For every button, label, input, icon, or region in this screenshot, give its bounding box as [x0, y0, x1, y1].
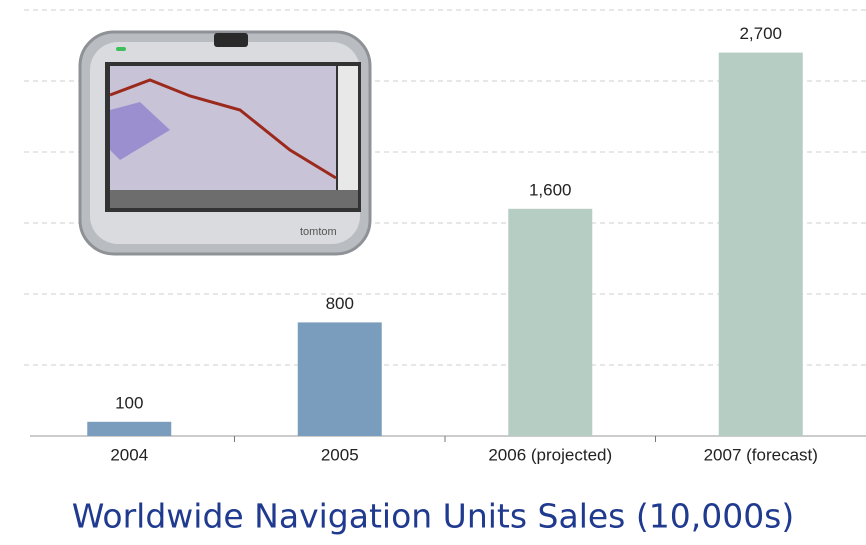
chart-title: Worldwide Navigation Units Sales (10,000…: [72, 497, 795, 536]
bar: [719, 53, 803, 436]
x-tick-label: 2006 (projected): [488, 445, 612, 464]
value-label: 100: [115, 393, 143, 412]
x-tick-label: 2005: [321, 445, 359, 464]
bar: [87, 422, 171, 436]
device-logo: tomtom: [300, 226, 337, 238]
value-label: 2,700: [739, 24, 782, 43]
value-label: 800: [326, 294, 354, 313]
x-tick-label: 2007 (forecast): [704, 445, 818, 464]
device-image: tomtom: [80, 32, 370, 254]
chart: tomtom Worldwide Navigation Units Sales …: [0, 0, 866, 545]
x-tick-label: 2004: [110, 445, 148, 464]
bar: [298, 322, 382, 436]
bar: [508, 209, 592, 436]
value-label: 1,600: [529, 180, 572, 199]
